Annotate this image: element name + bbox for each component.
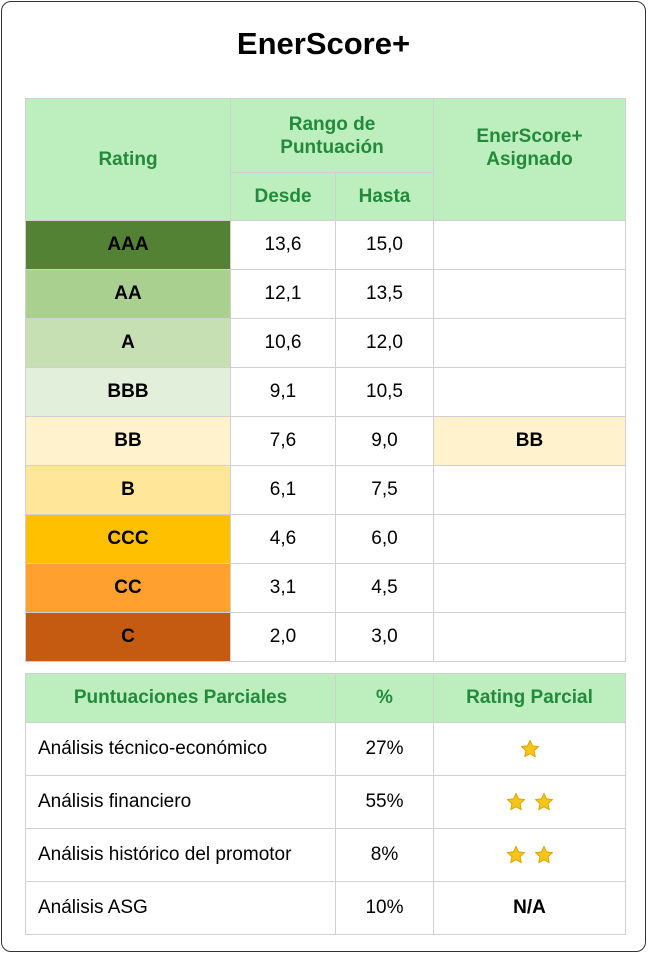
rating-row: BB 7,6 9,0 BB bbox=[26, 417, 626, 466]
partial-label-cell: Análisis técnico-económico bbox=[26, 723, 336, 776]
page-title: EnerScore+ bbox=[0, 26, 647, 62]
rating-cell: AAA bbox=[26, 221, 231, 270]
rating-row: CC 3,1 4,5 bbox=[26, 564, 626, 613]
rating-row: B 6,1 7,5 bbox=[26, 466, 626, 515]
assigned-cell bbox=[434, 613, 626, 662]
rating-cell: BB bbox=[26, 417, 231, 466]
from-cell: 6,1 bbox=[231, 466, 336, 515]
assigned-cell bbox=[434, 319, 626, 368]
rating-row: AA 12,1 13,5 bbox=[26, 270, 626, 319]
partial-scores-table: Puntuaciones Parciales % Rating Parcial … bbox=[25, 673, 626, 935]
partial-scores-header: Puntuaciones Parciales bbox=[26, 674, 336, 723]
assigned-header: EnerScore+ Asignado bbox=[434, 99, 626, 221]
to-header: Hasta bbox=[336, 173, 434, 221]
rating-row: CCC 4,6 6,0 bbox=[26, 515, 626, 564]
partial-rating-cell bbox=[434, 776, 626, 829]
to-cell: 7,5 bbox=[336, 466, 434, 515]
partial-row: Análisis histórico del promotor 8% bbox=[26, 829, 626, 882]
assigned-cell bbox=[434, 515, 626, 564]
from-cell: 13,6 bbox=[231, 221, 336, 270]
na-label: N/A bbox=[513, 897, 546, 918]
rating-cell: A bbox=[26, 319, 231, 368]
from-cell: 9,1 bbox=[231, 368, 336, 417]
from-cell: 4,6 bbox=[231, 515, 336, 564]
partial-rating-header: Rating Parcial bbox=[434, 674, 626, 723]
to-cell: 6,0 bbox=[336, 515, 434, 564]
from-cell: 7,6 bbox=[231, 417, 336, 466]
rating-scale-table: Rating Rango de Puntuación EnerScore+ As… bbox=[25, 98, 626, 662]
percent-cell: 10% bbox=[336, 882, 434, 935]
assigned-cell bbox=[434, 564, 626, 613]
rating-row: BBB 9,1 10,5 bbox=[26, 368, 626, 417]
assigned-cell bbox=[434, 368, 626, 417]
partial-row: Análisis financiero 55% bbox=[26, 776, 626, 829]
percent-cell: 8% bbox=[336, 829, 434, 882]
rating-row: A 10,6 12,0 bbox=[26, 319, 626, 368]
rating-cell: B bbox=[26, 466, 231, 515]
from-cell: 2,0 bbox=[231, 613, 336, 662]
rating-row: C 2,0 3,0 bbox=[26, 613, 626, 662]
star-icon bbox=[505, 791, 527, 813]
percent-header: % bbox=[336, 674, 434, 723]
star-icon bbox=[505, 844, 527, 866]
rating-header: Rating bbox=[26, 99, 231, 221]
rating-cell: AA bbox=[26, 270, 231, 319]
to-cell: 15,0 bbox=[336, 221, 434, 270]
rating-cell: BBB bbox=[26, 368, 231, 417]
rating-cell: CCC bbox=[26, 515, 231, 564]
rating-row: AAA 13,6 15,0 bbox=[26, 221, 626, 270]
to-cell: 13,5 bbox=[336, 270, 434, 319]
partial-label-cell: Análisis financiero bbox=[26, 776, 336, 829]
assigned-cell bbox=[434, 270, 626, 319]
from-cell: 12,1 bbox=[231, 270, 336, 319]
to-cell: 4,5 bbox=[336, 564, 434, 613]
percent-cell: 55% bbox=[336, 776, 434, 829]
partial-rating-cell bbox=[434, 723, 626, 776]
partial-row: Análisis ASG 10% N/A bbox=[26, 882, 626, 935]
to-cell: 9,0 bbox=[336, 417, 434, 466]
partial-rating-cell bbox=[434, 829, 626, 882]
from-cell: 10,6 bbox=[231, 319, 336, 368]
assigned-cell: BB bbox=[434, 417, 626, 466]
partial-label-cell: Análisis ASG bbox=[26, 882, 336, 935]
star-icon bbox=[533, 844, 555, 866]
partial-row: Análisis técnico-económico 27% bbox=[26, 723, 626, 776]
from-header: Desde bbox=[231, 173, 336, 221]
assigned-cell bbox=[434, 221, 626, 270]
partial-label-cell: Análisis histórico del promotor bbox=[26, 829, 336, 882]
from-cell: 3,1 bbox=[231, 564, 336, 613]
partial-rating-cell: N/A bbox=[434, 882, 626, 935]
star-icon bbox=[519, 738, 541, 760]
rating-cell: CC bbox=[26, 564, 231, 613]
to-cell: 10,5 bbox=[336, 368, 434, 417]
to-cell: 3,0 bbox=[336, 613, 434, 662]
percent-cell: 27% bbox=[336, 723, 434, 776]
rating-cell: C bbox=[26, 613, 231, 662]
assigned-cell bbox=[434, 466, 626, 515]
star-icon bbox=[533, 791, 555, 813]
score-range-header: Rango de Puntuación bbox=[231, 99, 434, 173]
to-cell: 12,0 bbox=[336, 319, 434, 368]
